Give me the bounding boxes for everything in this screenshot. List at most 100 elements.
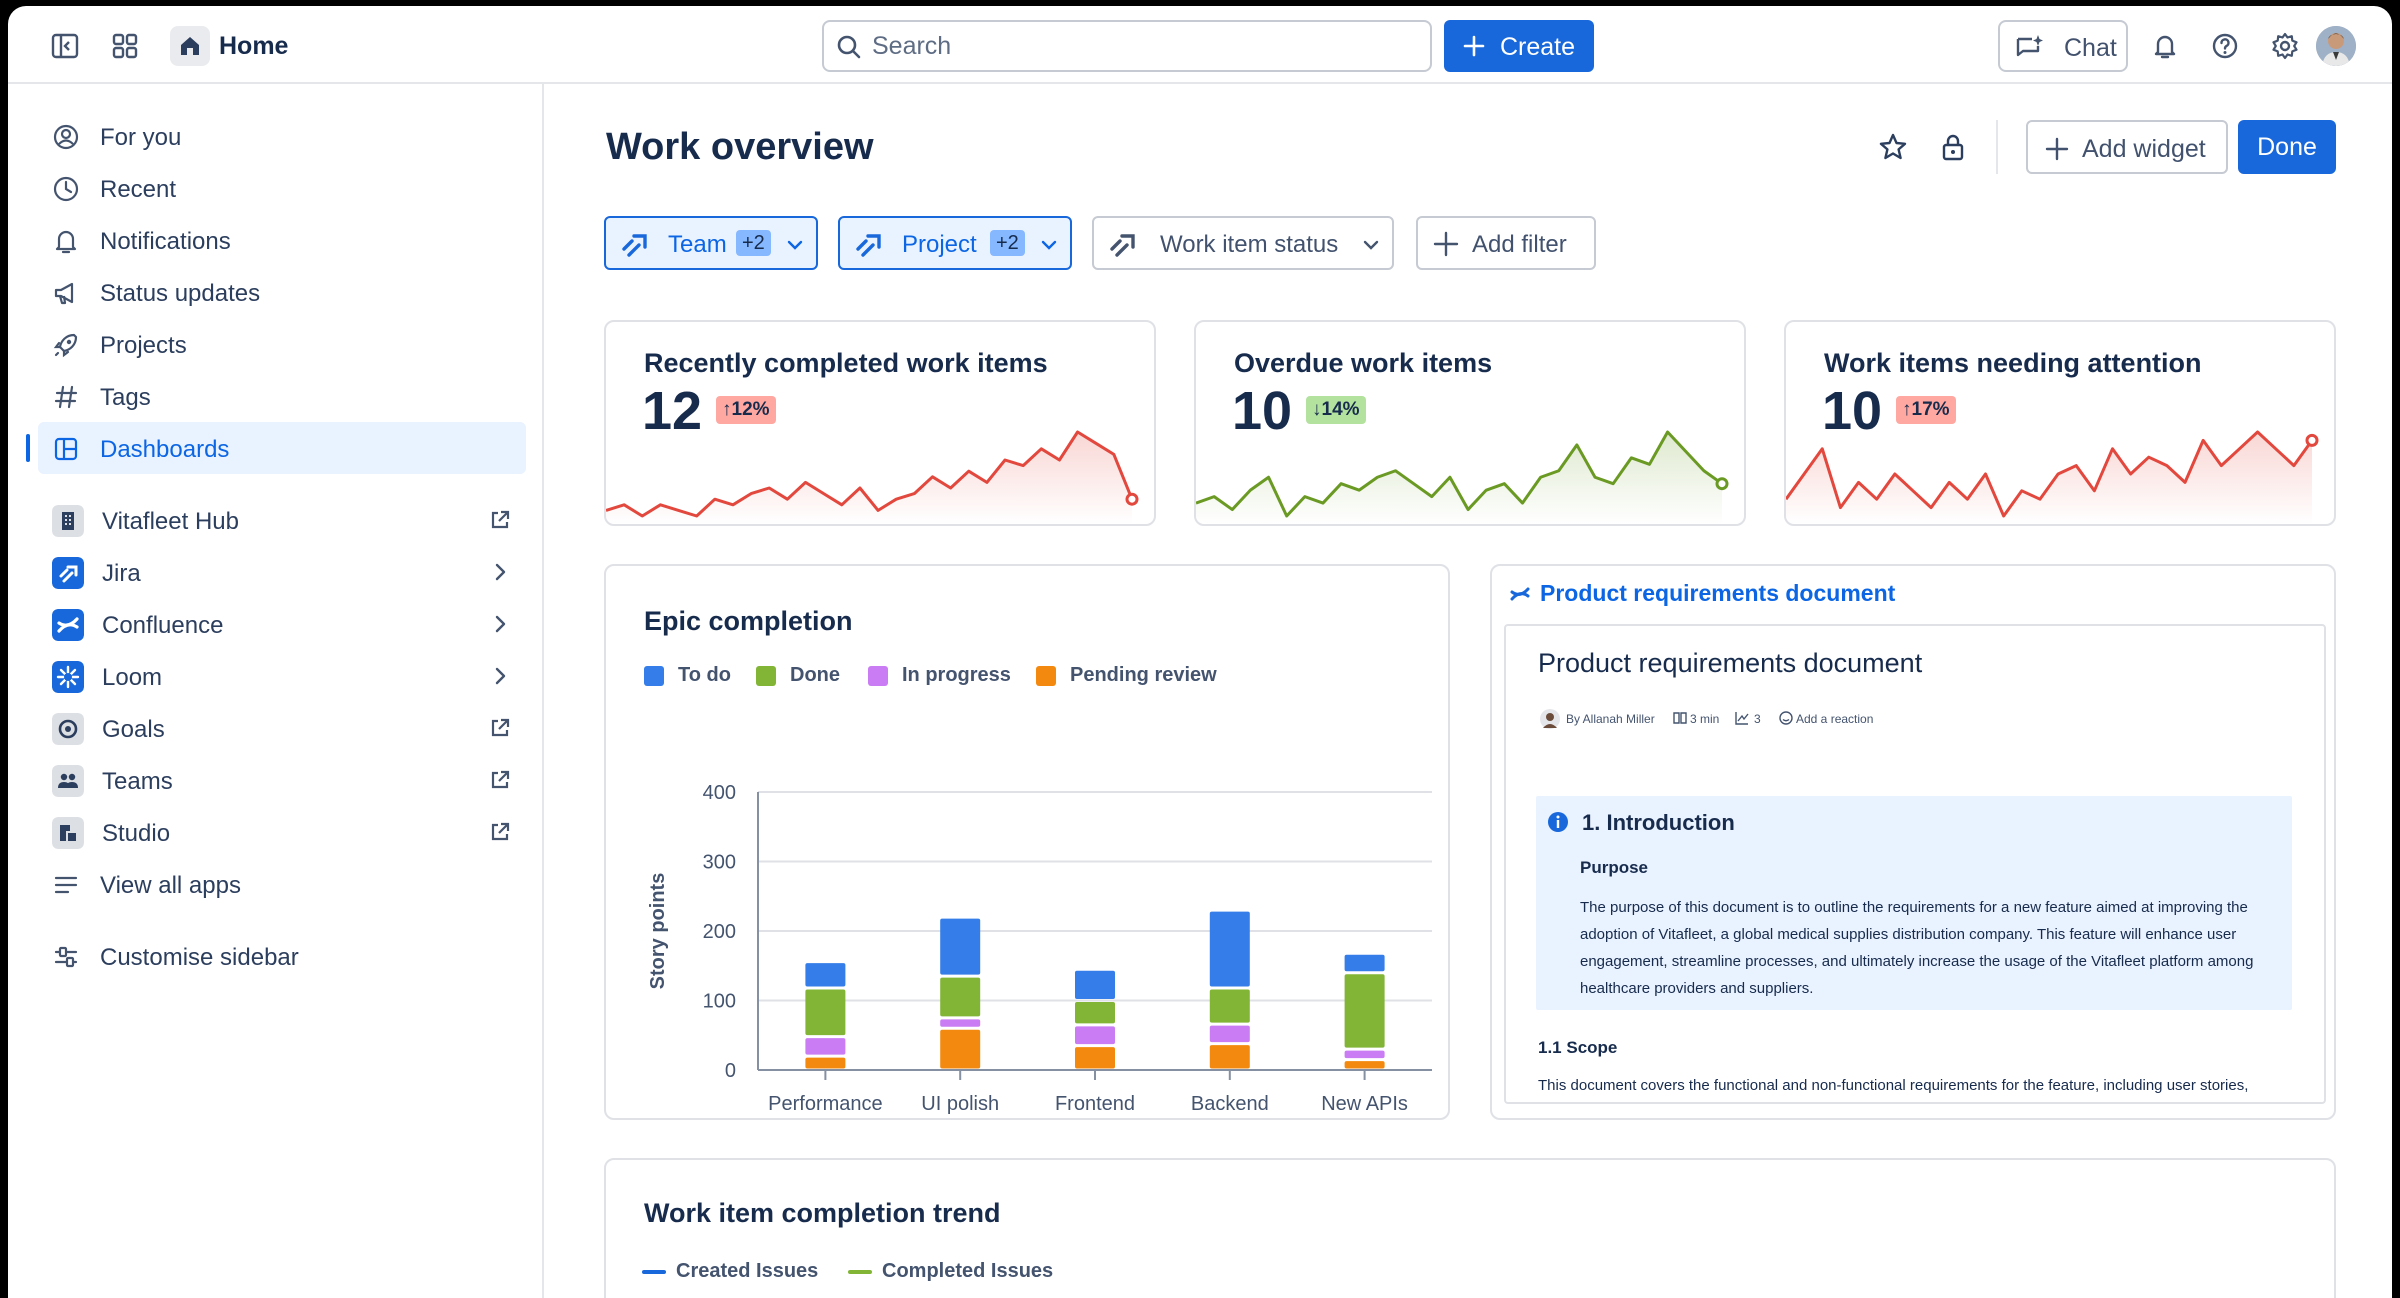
sidebar-app-label: Loom <box>102 664 163 691</box>
document-author: By Allanah Miller <box>1566 712 1655 726</box>
sidebar-customise[interactable]: Customise sidebar <box>38 930 526 982</box>
sparkline <box>606 430 1139 524</box>
sidebar-app-label: Confluence <box>102 612 224 639</box>
confluence-icon <box>52 609 84 641</box>
filter-count-badge: +2 <box>990 230 1025 256</box>
search-box[interactable] <box>822 20 1432 72</box>
sidebar-app-confluence[interactable]: Confluence <box>38 598 526 650</box>
bar-done <box>1209 989 1250 1023</box>
sparkline <box>1786 430 2319 524</box>
sidebar: For you Recent Notifications Status upda… <box>8 84 544 1298</box>
main-content: Work overview Add widget Done Team +2 <box>546 84 2392 1298</box>
user-avatar[interactable] <box>2316 26 2356 66</box>
sidebar-item-status-updates[interactable]: Status updates <box>38 266 526 318</box>
reaction-icon[interactable] <box>1778 710 1794 726</box>
chevron-right-icon[interactable] <box>488 560 512 584</box>
sidebar-item-dashboards[interactable]: Dashboards <box>26 422 526 474</box>
sidebar-item-tags[interactable]: Tags <box>38 370 526 422</box>
done-button[interactable]: Done <box>2238 120 2336 174</box>
y-tick-label: 200 <box>703 921 736 943</box>
purpose-title: Purpose <box>1580 858 1649 877</box>
sidebar-app-teams[interactable]: Teams <box>38 754 526 806</box>
y-tick-label: 0 <box>725 1060 736 1082</box>
create-button-label: Create <box>1500 33 1576 61</box>
chevron-right-icon[interactable] <box>488 664 512 688</box>
app-window: Home Create Chat <box>8 6 2392 1298</box>
hash-icon <box>54 385 78 409</box>
sidebar-item-notifications[interactable]: Notifications <box>38 214 526 266</box>
sidebar-app-studio[interactable]: Studio <box>38 806 526 858</box>
bar-in-progress <box>1075 1026 1115 1045</box>
stat-value: 10 <box>1232 381 1293 441</box>
document-link-label: Product requirements document <box>1540 580 1896 606</box>
target-icon <box>52 713 84 745</box>
document-views: 3 <box>1754 712 1761 726</box>
help-icon[interactable] <box>2210 31 2240 61</box>
add-filter-button[interactable]: Add filter <box>1416 216 1596 270</box>
user-circle-icon <box>53 124 79 150</box>
sparkline-line <box>606 430 1134 518</box>
x-tick-label: Performance <box>768 1093 883 1115</box>
people-icon <box>52 765 84 797</box>
info-icon <box>1548 812 1568 832</box>
stat-card-recently-completed[interactable]: Recently completed work items 12 ↑12% <box>604 320 1156 526</box>
search-input[interactable] <box>872 30 1412 62</box>
add-widget-button[interactable]: Add widget <box>2026 120 2228 174</box>
lock-icon[interactable] <box>1936 130 1970 164</box>
bell-icon[interactable] <box>2150 31 2180 61</box>
epic-completion-chart: 0 100 200 300 400 Performance UI polish Fronten… <box>647 782 1432 1115</box>
y-tick-label: 300 <box>703 852 736 874</box>
gear-icon[interactable] <box>2270 31 2300 61</box>
sidebar-item-label: Customise sidebar <box>100 944 299 971</box>
sidebar-item-projects[interactable]: Projects <box>38 318 526 370</box>
sidebar-item-label: View all apps <box>100 872 241 899</box>
sidebar-app-loom[interactable]: Loom <box>38 650 526 702</box>
home-button[interactable] <box>170 26 210 66</box>
sidebar-app-goals[interactable]: Goals <box>38 702 526 754</box>
home-label[interactable]: Home <box>219 32 289 60</box>
sidebar-toggle-icon[interactable] <box>50 31 80 61</box>
chat-button-label: Chat <box>2064 34 2117 62</box>
filter-team[interactable]: Team +2 <box>604 216 818 270</box>
filter-work-item-status[interactable]: Work item status <box>1092 216 1394 270</box>
filter-project[interactable]: Project +2 <box>838 216 1072 270</box>
external-link-icon[interactable] <box>488 820 512 844</box>
chat-icon <box>2016 35 2043 57</box>
sparkline-endpoint <box>1715 477 1729 491</box>
sidebar-app-vitafleet-hub[interactable]: Vitafleet Hub <box>38 494 526 546</box>
app-switcher-icon[interactable] <box>110 31 140 61</box>
x-tick-label: Frontend <box>1055 1093 1135 1115</box>
stat-card-needing-attention[interactable]: Work items needing attention 10 ↑17% <box>1784 320 2336 526</box>
filter-count-badge: +2 <box>736 230 771 256</box>
sidebar-app-label: Studio <box>102 820 171 847</box>
star-icon[interactable] <box>1876 130 1910 164</box>
completion-trend-card: Work item completion trend Created Issue… <box>604 1158 2336 1298</box>
chevron-down-icon <box>1363 240 1379 250</box>
external-link-icon[interactable] <box>488 768 512 792</box>
plus-icon <box>1433 231 1459 257</box>
bar-pending-review <box>940 1029 981 1069</box>
stat-card-overdue[interactable]: Overdue work items 10 ↓14% <box>1194 320 1746 526</box>
document-preview[interactable]: Product requirements document By Allanah… <box>1504 624 2326 1104</box>
epic-completion-card: Epic completion To do Done In progress P… <box>604 564 1450 1120</box>
plus-icon <box>2045 137 2069 161</box>
chevron-down-icon <box>787 240 803 250</box>
author-avatar <box>1540 709 1560 729</box>
document-card: Product requirements document Product re… <box>1490 564 2336 1120</box>
chevron-right-icon[interactable] <box>488 612 512 636</box>
create-button[interactable]: Create <box>1444 20 1594 72</box>
purpose-body: The purpose of this document is to outli… <box>1580 899 2254 997</box>
bar-done <box>940 977 981 1017</box>
external-link-icon[interactable] <box>488 716 512 740</box>
sidebar-app-jira[interactable]: Jira <box>38 546 526 598</box>
sidebar-item-label: Projects <box>100 332 187 359</box>
sidebar-item-recent[interactable]: Recent <box>38 162 526 214</box>
bar-pending-review <box>1075 1047 1115 1069</box>
bar-to-do <box>940 918 981 975</box>
sidebar-item-for-you[interactable]: For you <box>38 110 526 162</box>
add-reaction-link[interactable]: Add a reaction <box>1796 712 1874 726</box>
bar-in-progress <box>1209 1025 1250 1043</box>
external-link-icon[interactable] <box>488 508 512 532</box>
chat-button[interactable]: Chat <box>1998 20 2128 72</box>
sidebar-view-all-apps[interactable]: View all apps <box>38 858 526 910</box>
